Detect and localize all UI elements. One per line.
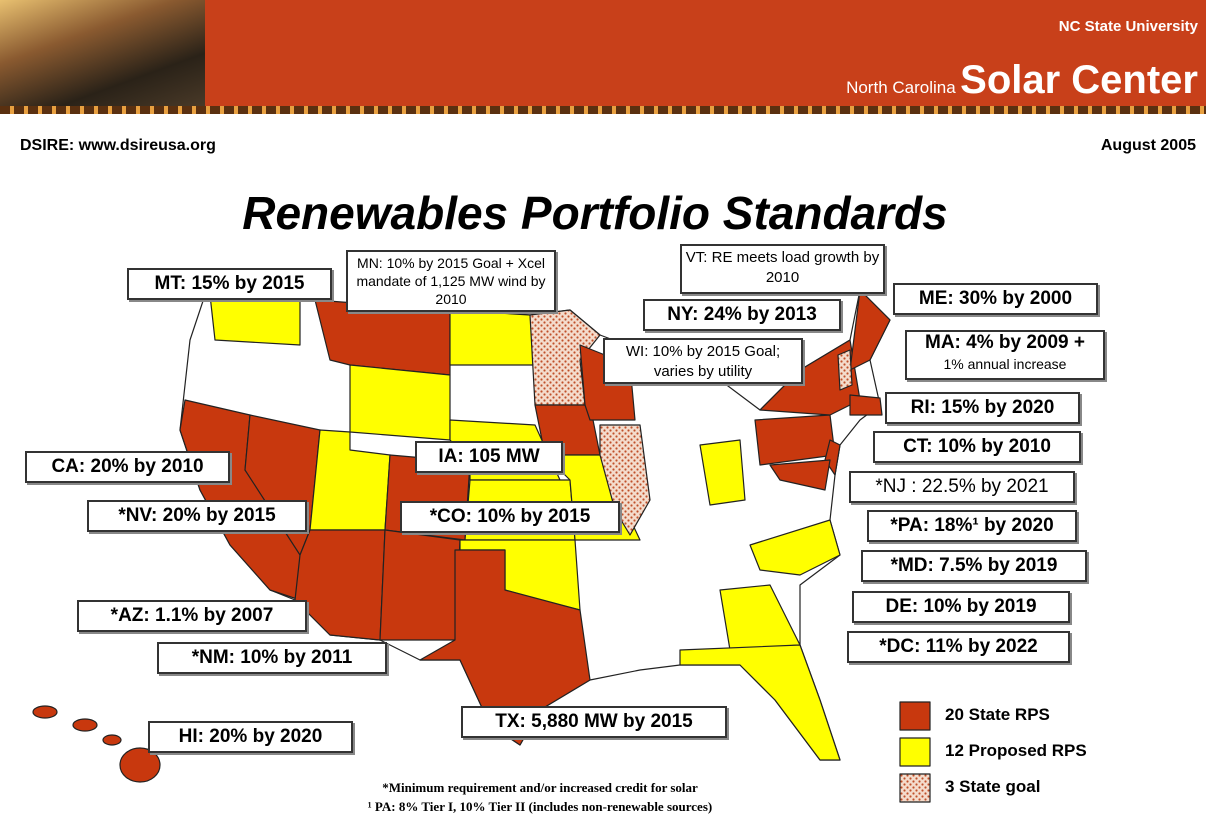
label: ME: 30% by 2000 bbox=[893, 283, 1098, 315]
label: *PA: 18%¹ by 2020 bbox=[867, 510, 1077, 542]
label: *AZ: 1.1% by 2007 bbox=[77, 600, 307, 632]
state bbox=[850, 395, 882, 415]
label: MT: 15% by 2015 bbox=[127, 268, 332, 300]
state bbox=[350, 365, 450, 440]
state bbox=[120, 748, 160, 782]
label: MA: 4% by 2009 +1% annual increase bbox=[905, 330, 1105, 380]
label: WI: 10% by 2015 Goal; varies by utility bbox=[603, 338, 803, 384]
state bbox=[838, 350, 852, 390]
label: DE: 10% by 2019 bbox=[852, 591, 1070, 623]
state bbox=[33, 706, 57, 718]
footnote: *Minimum requirement and/or increased cr… bbox=[230, 780, 850, 796]
label: IA: 105 MW bbox=[415, 441, 563, 473]
label: RI: 15% by 2020 bbox=[885, 392, 1080, 424]
label: CA: 20% by 2010 bbox=[25, 451, 230, 483]
state bbox=[295, 530, 385, 640]
legend-label: 3 State goal bbox=[945, 777, 1040, 797]
legend-swatch bbox=[900, 774, 930, 802]
label: *CO: 10% by 2015 bbox=[400, 501, 620, 533]
label: *NM: 10% by 2011 bbox=[157, 642, 387, 674]
label: MN: 10% by 2015 Goal + Xcel mandate of 1… bbox=[346, 250, 556, 312]
state bbox=[380, 530, 460, 640]
label: TX: 5,880 MW by 2015 bbox=[461, 706, 727, 738]
label: HI: 20% by 2020 bbox=[148, 721, 353, 753]
state bbox=[850, 290, 890, 370]
label-main: MA: 4% by 2009 + bbox=[907, 332, 1103, 354]
state bbox=[210, 295, 300, 345]
legend-label: 20 State RPS bbox=[945, 705, 1050, 725]
label: *MD: 7.5% by 2019 bbox=[861, 550, 1087, 582]
title: Renewables Portfolio Standards bbox=[0, 186, 1190, 240]
label: CT: 10% by 2010 bbox=[873, 431, 1081, 463]
legend-label: 12 Proposed RPS bbox=[945, 741, 1087, 761]
state bbox=[73, 719, 97, 731]
state bbox=[450, 310, 535, 365]
label-sub: 1% annual increase bbox=[907, 354, 1103, 374]
label: *DC: 11% by 2022 bbox=[847, 631, 1070, 663]
legend-swatch bbox=[900, 738, 930, 766]
page: {"header": {"university": "NC State Univ… bbox=[0, 0, 1206, 823]
label: *NJ : 22.5% by 2021 bbox=[849, 471, 1075, 503]
footnote: ¹ PA: 8% Tier I, 10% Tier II (includes n… bbox=[230, 799, 850, 815]
legend-swatch bbox=[900, 702, 930, 730]
state bbox=[103, 735, 121, 745]
label: VT: RE meets load growth by 2010 bbox=[680, 244, 885, 294]
label: NY: 24% by 2013 bbox=[643, 299, 841, 331]
label: *NV: 20% by 2015 bbox=[87, 500, 307, 532]
state bbox=[680, 645, 840, 760]
